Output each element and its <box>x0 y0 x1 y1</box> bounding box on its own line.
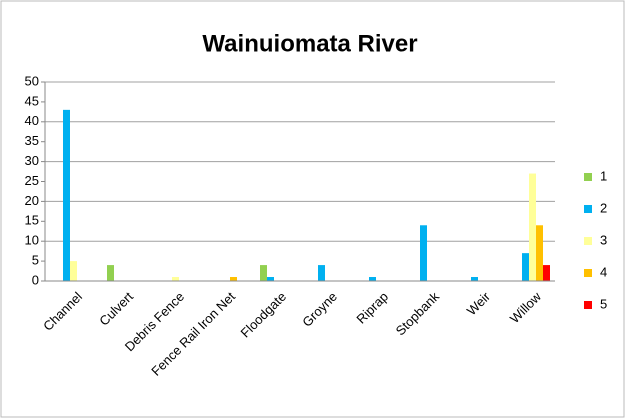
legend-label: 3 <box>600 232 607 247</box>
y-tick-label: 5 <box>32 253 39 268</box>
y-tick-label: 45 <box>25 93 39 108</box>
legend-label: 1 <box>600 168 607 183</box>
bar <box>543 265 550 281</box>
y-tick-label: 50 <box>25 73 39 88</box>
legend-label: 4 <box>600 264 607 279</box>
bar <box>107 265 114 281</box>
y-tick-label: 10 <box>25 233 39 248</box>
legend-swatch <box>584 173 592 181</box>
legend-swatch <box>584 205 592 213</box>
bar <box>267 277 274 281</box>
legend-label: 2 <box>600 200 607 215</box>
y-tick-label: 0 <box>32 272 39 287</box>
y-tick-label: 25 <box>25 173 39 188</box>
y-tick-label: 35 <box>25 133 39 148</box>
bar <box>369 277 376 281</box>
bar <box>230 277 237 281</box>
bar <box>536 225 543 281</box>
y-tick-label: 20 <box>25 193 39 208</box>
y-tick-label: 15 <box>25 213 39 228</box>
y-tick-label: 30 <box>25 153 39 168</box>
bar <box>318 265 325 281</box>
legend-swatch <box>584 301 592 309</box>
legend-swatch <box>584 269 592 277</box>
bar <box>420 225 427 281</box>
legend-label: 5 <box>600 296 607 311</box>
bar <box>172 277 179 281</box>
bar <box>471 277 478 281</box>
bar <box>522 253 529 281</box>
bar <box>529 173 536 281</box>
chart-title: Wainuiomata River <box>202 30 417 57</box>
bar <box>260 265 267 281</box>
legend-swatch <box>584 237 592 245</box>
bar <box>63 109 70 281</box>
y-tick-label: 40 <box>25 113 39 128</box>
bar <box>70 261 77 281</box>
